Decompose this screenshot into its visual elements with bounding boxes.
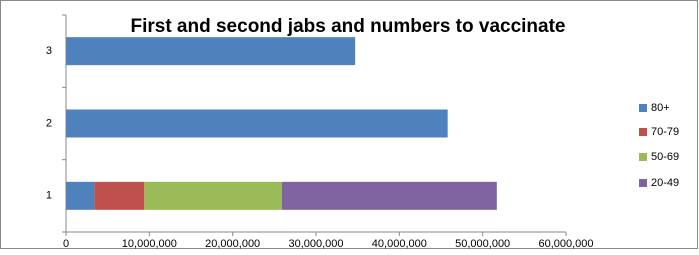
x-tick-label: 0	[63, 238, 69, 250]
y-tick-label: 3	[46, 45, 52, 57]
chart-title: First and second jabs and numbers to vac…	[130, 16, 565, 37]
legend-label: 20-49	[651, 177, 679, 189]
legend-swatch	[639, 104, 647, 112]
x-tick-label: 50,000,000	[455, 238, 510, 250]
y-tick-label: 1	[46, 190, 52, 202]
bar-segment	[66, 181, 95, 210]
legend-swatch	[639, 179, 647, 187]
x-tick-label: 30,000,000	[288, 238, 343, 250]
legend-swatch	[639, 153, 647, 161]
legend-label: 70-79	[651, 126, 679, 138]
legend-label: 50-69	[651, 151, 679, 163]
x-tick-label: 10,000,000	[122, 238, 177, 250]
bar-segment	[281, 181, 497, 210]
legend-label: 80+	[651, 102, 670, 114]
legend-swatch	[639, 128, 647, 136]
x-tick-label: 20,000,000	[205, 238, 260, 250]
bar-segment	[94, 181, 145, 210]
x-tick-label: 60,000,000	[538, 238, 593, 250]
bar-segment	[66, 109, 448, 138]
bar-segment	[144, 181, 282, 210]
x-tick-label: 40,000,000	[372, 238, 427, 250]
y-tick-label: 2	[46, 117, 52, 129]
bar-segment	[66, 37, 356, 66]
